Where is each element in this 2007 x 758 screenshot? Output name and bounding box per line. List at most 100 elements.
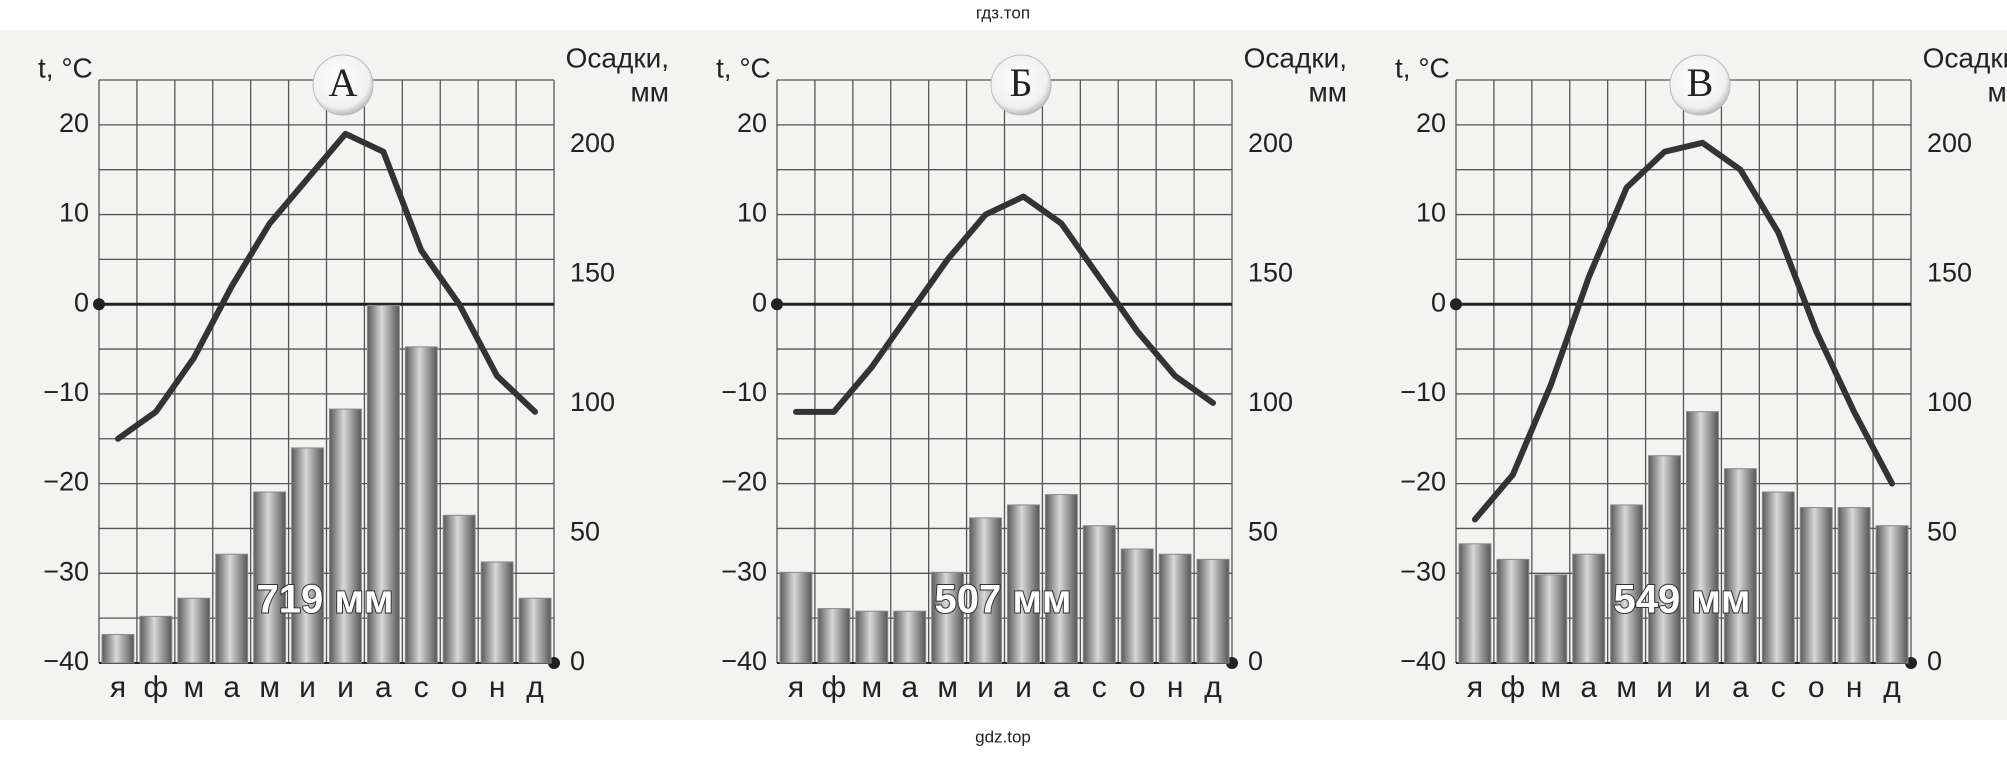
precipitation-bar [931, 571, 965, 664]
precipitation-bar [1875, 525, 1909, 664]
x-tick-label: я [110, 671, 126, 704]
precipitation-bar [518, 597, 552, 664]
y-tick-label: −40 [721, 646, 767, 676]
y-tick-label: −20 [43, 467, 89, 497]
y-tick-label: −10 [721, 377, 767, 407]
y2-tick-label: 0 [1927, 646, 1942, 676]
precipitation-bar [215, 553, 249, 664]
x-tick-label: и [1694, 671, 1711, 704]
x-tick-label: а [1053, 671, 1070, 704]
x-tick-label: и [337, 671, 354, 704]
y-tick-label: 20 [59, 108, 89, 138]
y-tick-label: −30 [721, 556, 767, 586]
precipitation-bar [779, 571, 813, 664]
y-axis-label: t, °C [716, 52, 771, 83]
x-tick-label: н [489, 671, 506, 704]
precipitation-bar [253, 491, 287, 664]
x-tick-label: и [1656, 671, 1673, 704]
title-badge [990, 54, 1052, 116]
x-tick-label: а [901, 671, 918, 704]
x-tick-label: а [223, 671, 240, 704]
x-tick-label: д [1883, 671, 1901, 704]
y2-tick-label: 0 [570, 646, 585, 676]
chart-title: Б [1010, 60, 1033, 105]
y-axis-label: t, °C [38, 52, 93, 83]
axis-dot [1450, 298, 1462, 311]
precipitation-bar [1723, 468, 1757, 664]
y-tick-label: −10 [43, 377, 89, 407]
annotation: 549 мм [1613, 578, 1750, 622]
axis-dot [93, 298, 105, 311]
x-tick-label: с [1771, 671, 1786, 704]
precipitation-bar [1799, 507, 1833, 664]
temperature-line [1471, 139, 1896, 523]
precipitation-bar [442, 514, 476, 664]
y2-tick-label: 0 [1248, 646, 1263, 676]
y2-tick-label: 50 [570, 517, 600, 547]
x-tick-label: о [1808, 671, 1825, 704]
precipitation-bar [969, 517, 1002, 664]
y2-tick-label: 200 [1927, 128, 1972, 158]
precipitation-bar [1534, 574, 1568, 664]
x-tick-label: д [1204, 671, 1222, 704]
precipitation-bar [1196, 558, 1230, 664]
y2-tick-label: 200 [1248, 128, 1293, 158]
x-tick-label: а [1732, 671, 1749, 704]
x-tick-label: ф [822, 671, 847, 704]
y2-axis-label: Осадки, [1244, 42, 1347, 73]
precipitation-bar [1158, 553, 1192, 664]
y2-axis-label: мм [1309, 76, 1348, 107]
y-tick-label: −30 [1400, 556, 1446, 586]
y-tick-label: 10 [1416, 198, 1446, 228]
y-tick-label: 10 [737, 198, 767, 228]
precipitation-bar [329, 408, 362, 664]
y-tick-label: −40 [1400, 646, 1446, 676]
x-tick-label: м [259, 671, 280, 704]
annotation: 507 мм [934, 578, 1071, 622]
y2-tick-label: 50 [1927, 517, 1957, 547]
y-tick-label: 20 [737, 108, 767, 138]
x-tick-label: ф [1501, 671, 1526, 704]
annotation: 719 мм [256, 578, 393, 622]
precipitation-bar [1686, 411, 1719, 664]
precipitation-bar [1082, 525, 1116, 664]
precipitation-bar [366, 304, 400, 664]
chart-title: В [1687, 60, 1714, 105]
precipitation-bar [1837, 507, 1871, 664]
precipitation-bar [1648, 455, 1682, 664]
chart-title: А [329, 60, 358, 105]
x-tick-label: с [414, 671, 429, 704]
x-tick-label: м [937, 671, 958, 704]
x-tick-label: н [1846, 671, 1863, 704]
precipitation-bar [1496, 558, 1530, 664]
y-tick-label: 0 [1431, 287, 1446, 317]
x-tick-label: я [1467, 671, 1483, 704]
precipitation-bar [1044, 494, 1078, 664]
precipitation-bar [1120, 548, 1154, 664]
x-tick-label: я [788, 671, 804, 704]
y2-tick-label: 100 [1248, 387, 1293, 417]
precipitation-bar [893, 610, 927, 664]
temperature-line [792, 193, 1217, 415]
precipitation-bar [139, 615, 173, 664]
y-tick-label: −40 [43, 646, 89, 676]
y2-axis-label: мм [1988, 76, 2007, 107]
y2-tick-label: 150 [570, 257, 615, 287]
x-tick-label: а [375, 671, 392, 704]
y2-axis-label: Осадки, [566, 42, 669, 73]
precipitation-bar [101, 633, 135, 664]
y-tick-label: 0 [74, 287, 89, 317]
x-tick-label: м [1616, 671, 1637, 704]
x-tick-label: м [183, 671, 204, 704]
temperature-line [114, 130, 539, 442]
y2-tick-label: 200 [570, 128, 615, 158]
axis-dot [771, 298, 783, 311]
x-tick-label: н [1167, 671, 1184, 704]
x-tick-label: ф [144, 671, 169, 704]
precipitation-bar [404, 346, 438, 664]
x-tick-label: и [977, 671, 994, 704]
title-badge [1669, 54, 1731, 116]
precipitation-bar [177, 597, 211, 664]
